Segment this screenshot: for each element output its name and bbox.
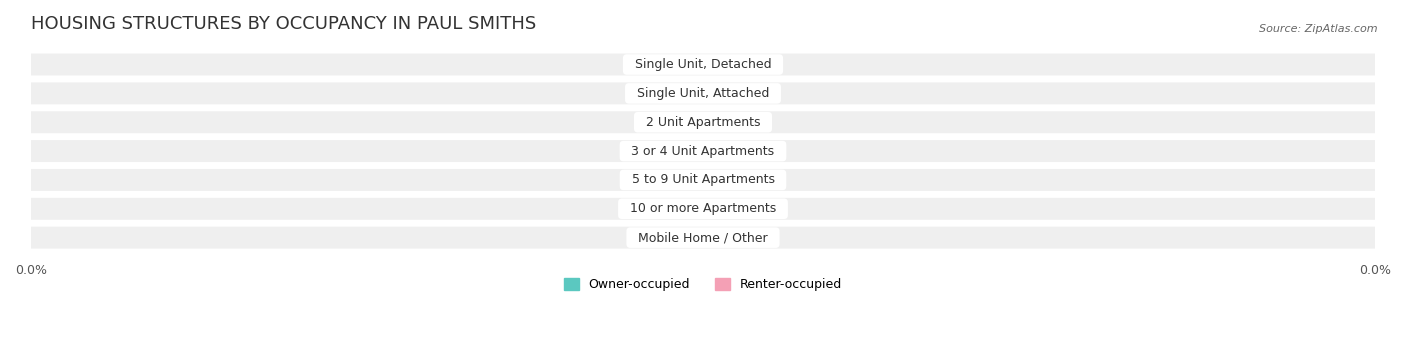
FancyBboxPatch shape [700, 142, 744, 160]
Text: 0.0%: 0.0% [704, 174, 740, 187]
Text: 2 Unit Apartments: 2 Unit Apartments [638, 116, 768, 129]
Text: 10 or more Apartments: 10 or more Apartments [621, 202, 785, 215]
Text: 0.0%: 0.0% [666, 231, 702, 244]
Text: 3 or 4 Unit Apartments: 3 or 4 Unit Apartments [623, 145, 783, 158]
Text: 0.0%: 0.0% [666, 202, 702, 215]
FancyBboxPatch shape [662, 56, 706, 73]
FancyBboxPatch shape [700, 171, 744, 189]
Text: 0.0%: 0.0% [704, 116, 740, 129]
FancyBboxPatch shape [17, 140, 1389, 162]
FancyBboxPatch shape [17, 111, 1389, 133]
Text: 0.0%: 0.0% [666, 174, 702, 187]
Text: 0.0%: 0.0% [666, 145, 702, 158]
Text: 0.0%: 0.0% [704, 58, 740, 71]
FancyBboxPatch shape [17, 198, 1389, 220]
Text: 0.0%: 0.0% [704, 231, 740, 244]
Text: HOUSING STRUCTURES BY OCCUPANCY IN PAUL SMITHS: HOUSING STRUCTURES BY OCCUPANCY IN PAUL … [31, 15, 536, 33]
Text: 0.0%: 0.0% [666, 116, 702, 129]
FancyBboxPatch shape [662, 171, 706, 189]
FancyBboxPatch shape [662, 142, 706, 160]
FancyBboxPatch shape [700, 114, 744, 131]
FancyBboxPatch shape [700, 85, 744, 102]
Text: Source: ZipAtlas.com: Source: ZipAtlas.com [1260, 24, 1378, 34]
Legend: Owner-occupied, Renter-occupied: Owner-occupied, Renter-occupied [558, 273, 848, 296]
FancyBboxPatch shape [700, 56, 744, 73]
Text: 0.0%: 0.0% [666, 87, 702, 100]
Text: 0.0%: 0.0% [704, 202, 740, 215]
FancyBboxPatch shape [17, 83, 1389, 104]
Text: Mobile Home / Other: Mobile Home / Other [630, 231, 776, 244]
Text: 0.0%: 0.0% [666, 58, 702, 71]
FancyBboxPatch shape [662, 200, 706, 218]
FancyBboxPatch shape [17, 169, 1389, 191]
FancyBboxPatch shape [17, 227, 1389, 249]
Text: 0.0%: 0.0% [704, 145, 740, 158]
Text: Single Unit, Attached: Single Unit, Attached [628, 87, 778, 100]
FancyBboxPatch shape [662, 85, 706, 102]
FancyBboxPatch shape [700, 200, 744, 218]
Text: Single Unit, Detached: Single Unit, Detached [627, 58, 779, 71]
FancyBboxPatch shape [662, 229, 706, 247]
FancyBboxPatch shape [662, 114, 706, 131]
Text: 5 to 9 Unit Apartments: 5 to 9 Unit Apartments [623, 174, 783, 187]
FancyBboxPatch shape [700, 229, 744, 247]
Text: 0.0%: 0.0% [704, 87, 740, 100]
FancyBboxPatch shape [17, 54, 1389, 75]
